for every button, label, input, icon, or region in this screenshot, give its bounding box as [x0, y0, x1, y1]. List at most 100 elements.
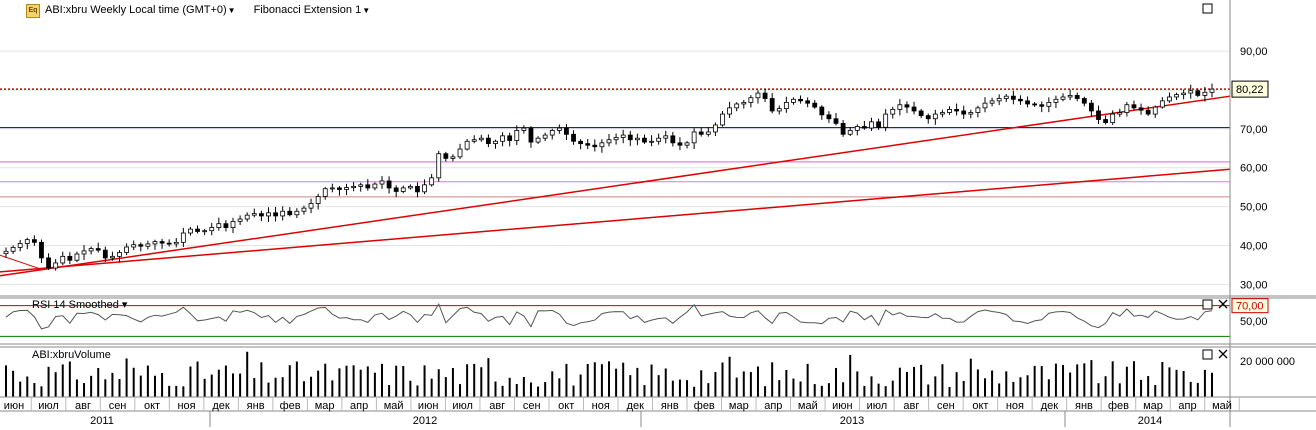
- symbol-selector[interactable]: ABI:xbru Weekly Local time (GMT+0)▼: [45, 4, 236, 16]
- maximize-panel-button[interactable]: [1202, 3, 1213, 14]
- candle-body: [1032, 103, 1038, 106]
- candle-body: [840, 123, 846, 135]
- candle-body: [400, 187, 406, 192]
- candle-body: [705, 131, 711, 135]
- chevron-down-icon: ▼: [227, 6, 236, 15]
- candle-body: [464, 140, 470, 150]
- month-tick-label: мар: [1143, 400, 1163, 412]
- month-tick-label: сен: [109, 400, 127, 412]
- month-tick-label: дек: [627, 400, 645, 412]
- rsi-panel-title[interactable]: RSI 14 Smoothed ▾: [32, 299, 128, 311]
- candle-body: [826, 114, 832, 120]
- candle-body: [358, 184, 364, 187]
- year-label: 2013: [840, 415, 864, 427]
- candle-body: [904, 104, 910, 108]
- candle-body: [961, 110, 967, 115]
- candle-body: [17, 243, 23, 248]
- month-tick-label: окт: [972, 400, 988, 412]
- candle-body: [1181, 92, 1187, 96]
- month-tick-label: фев: [1108, 400, 1129, 412]
- candle-body: [968, 112, 974, 115]
- candle-body: [599, 142, 605, 148]
- candle-body: [564, 127, 569, 135]
- maximize-panel-button[interactable]: [1202, 349, 1213, 360]
- candle-body: [329, 187, 335, 190]
- candle-body: [776, 108, 782, 112]
- trendline-lower[interactable]: [0, 168, 1231, 273]
- candle-body: [592, 144, 598, 148]
- candle-body: [954, 109, 960, 112]
- close-panel-icon[interactable]: [1218, 299, 1228, 309]
- candle-body: [1152, 106, 1158, 115]
- volume-panel-title[interactable]: ABI:xbruVolume: [32, 349, 111, 361]
- month-tick-label: июл: [867, 400, 888, 412]
- maximize-panel-button[interactable]: [1202, 299, 1213, 310]
- candle-body: [1046, 102, 1052, 107]
- candle-body: [450, 156, 456, 159]
- month-tick-label: июн: [418, 400, 438, 412]
- candle-body: [975, 107, 981, 113]
- candle-body: [138, 244, 144, 247]
- price-tick-label: 70,00: [1240, 124, 1268, 136]
- month-tick-label: июн: [4, 400, 24, 412]
- candle-body: [791, 98, 796, 103]
- candle-body: [315, 196, 321, 204]
- candle-body: [833, 118, 839, 124]
- candle-body: [507, 135, 513, 141]
- trendline-upper[interactable]: [0, 95, 1231, 277]
- month-tick-label: мар: [729, 400, 749, 412]
- candle-body: [407, 185, 413, 189]
- price-tick-label: 50,00: [1240, 202, 1268, 214]
- month-tick-label: апр: [350, 400, 368, 412]
- candle-body: [649, 140, 654, 143]
- candle-body: [322, 188, 328, 197]
- candle-body: [869, 121, 874, 129]
- price-tick-label: 40,00: [1240, 240, 1268, 252]
- rsi-tick-label: 50,00: [1240, 316, 1268, 328]
- candle-body: [1174, 94, 1179, 98]
- candle-body: [351, 185, 357, 188]
- candle-body: [244, 214, 250, 220]
- close-panel-icon[interactable]: [1218, 349, 1228, 359]
- candle-body: [195, 228, 200, 232]
- last-price-label: 80,22: [1236, 84, 1264, 96]
- candle-body: [1018, 98, 1023, 102]
- candle-body: [266, 212, 271, 217]
- candle-body: [670, 135, 676, 144]
- candle-body: [677, 142, 683, 146]
- candle-body: [627, 134, 633, 141]
- candle-body: [223, 223, 229, 228]
- month-tick-label: авг: [489, 400, 505, 412]
- candle-body: [117, 252, 122, 257]
- candle-body: [251, 213, 257, 216]
- month-tick-label: фев: [280, 400, 301, 412]
- candle-body: [528, 127, 534, 143]
- candle-body: [74, 253, 80, 261]
- candle-body: [60, 255, 66, 264]
- month-tick-label: май: [798, 400, 818, 412]
- candle-body: [783, 102, 789, 110]
- candle-body: [365, 184, 371, 189]
- candle-body: [180, 232, 186, 243]
- candle-body: [216, 223, 222, 228]
- candle-body: [39, 241, 44, 259]
- candle-body: [656, 137, 662, 142]
- candle-body: [145, 243, 151, 247]
- study-selector[interactable]: Fibonacci Extension 1▼: [253, 4, 371, 16]
- candle-body: [188, 228, 193, 234]
- month-tick-label: май: [384, 400, 404, 412]
- candle-body: [1167, 96, 1172, 102]
- candle-body: [1067, 95, 1073, 98]
- candle-body: [166, 242, 172, 245]
- candle-body: [755, 92, 761, 99]
- candle-body: [10, 247, 16, 252]
- candle-body: [762, 92, 768, 99]
- candle-body: [485, 137, 491, 145]
- candle-body: [798, 98, 803, 102]
- candle-body: [386, 180, 392, 189]
- candle-body: [1039, 104, 1045, 107]
- month-tick-label: дек: [1041, 400, 1059, 412]
- trendline-short[interactable]: [0, 254, 41, 270]
